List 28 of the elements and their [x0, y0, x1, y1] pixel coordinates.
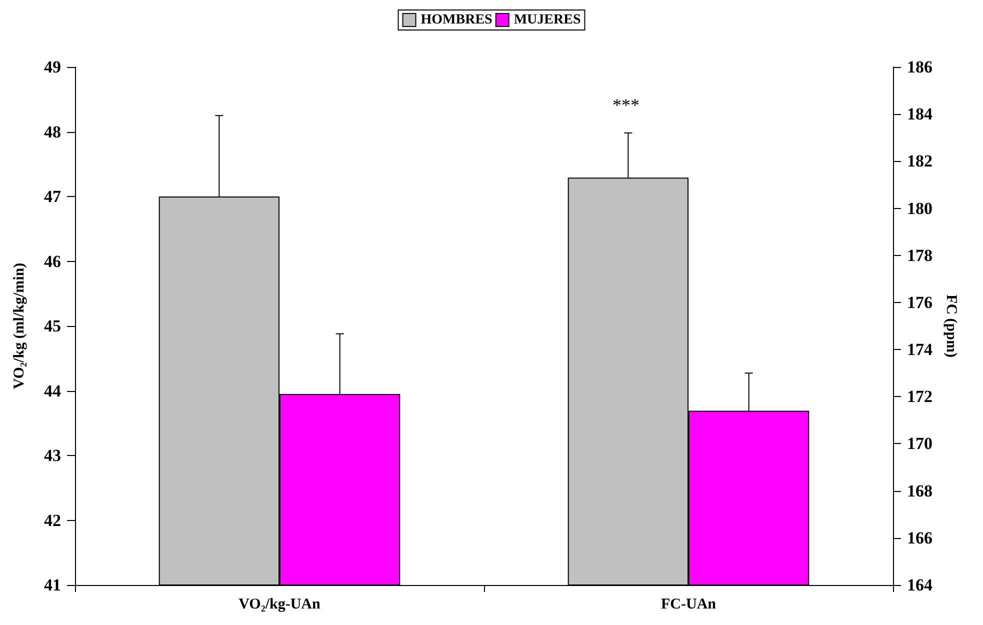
y2-tick-label: 184	[907, 104, 933, 124]
y-tick-label: 48	[44, 122, 61, 142]
x-tick-label: VO₂/kg-UAn	[238, 596, 322, 612]
y2-tick-label: 170	[907, 434, 932, 454]
y-tick-label: 44	[44, 381, 62, 400]
y2-tick-label: 168	[907, 481, 932, 500]
y-tick-label: 49	[44, 58, 61, 76]
y2-tick-label: 178	[907, 246, 932, 265]
y-tick-label: 43	[44, 446, 61, 465]
y-tick-label: 42	[44, 510, 61, 530]
y2-tick-label: 166	[907, 528, 932, 548]
legend-label: HOMBRES	[420, 12, 493, 28]
y2-tick-label: 174	[907, 340, 933, 360]
y2-tick-label: 186	[907, 58, 932, 76]
legend-label: MUJERES	[514, 12, 581, 28]
y-tick-label: 41	[44, 576, 61, 594]
y2-tick-label: 176	[907, 292, 932, 312]
y2-tick-label: 164	[907, 576, 933, 594]
y2-tick-label: 172	[907, 387, 932, 406]
y-tick-label: 46	[44, 252, 61, 271]
y2-tick-label: 180	[907, 198, 932, 218]
y-tick-label: 47	[44, 187, 62, 206]
x-tick-label: FC-UAn	[661, 596, 717, 612]
y-axis-title: VO₂/kg (ml/kg/min)	[12, 262, 28, 390]
y2-axis-title: FC (ppm)	[942, 294, 959, 358]
y-tick-label: 45	[44, 316, 61, 336]
y2-tick-label: 182	[907, 152, 932, 171]
annotation: ***	[612, 95, 640, 115]
